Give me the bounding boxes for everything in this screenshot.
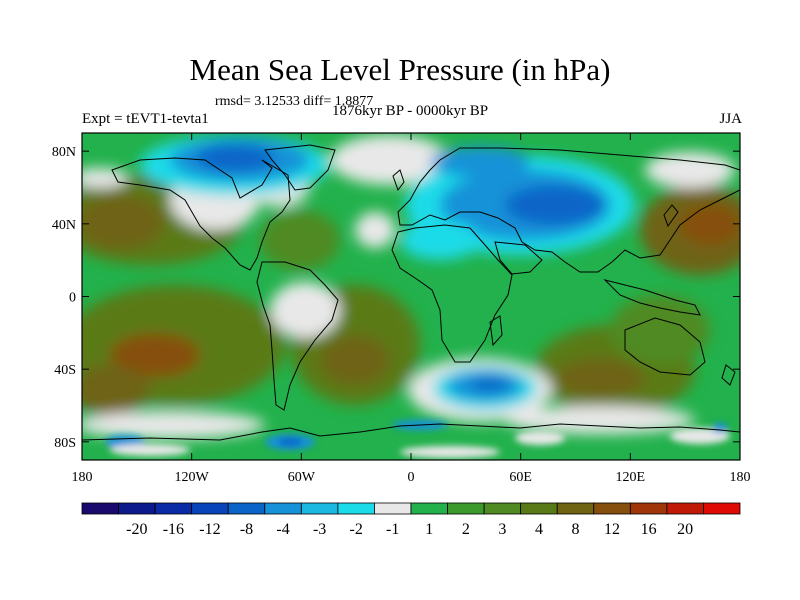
colorbar-label-7: -1 <box>386 521 399 538</box>
southern-ocean-low-core <box>470 376 510 392</box>
coastline-new-zealand <box>721 364 736 386</box>
antarctic-neutral-2 <box>505 406 695 434</box>
antarctic-neutral <box>82 411 265 439</box>
colorbar-label-13: 12 <box>604 521 620 538</box>
coastline-japan <box>663 204 679 228</box>
coastline-south-america <box>256 261 339 411</box>
colorbar-swatch-6 <box>300 502 339 515</box>
indian-ocean-high-core <box>555 358 645 398</box>
lon-tick-label-1: 120W <box>175 470 210 485</box>
north-atlantic-low-core <box>195 144 275 172</box>
colorbar-label-6: -2 <box>350 521 363 538</box>
colorbar-label-4: -4 <box>276 521 289 538</box>
colorbar-swatch-12 <box>520 502 558 515</box>
colorbar-label-5: -3 <box>313 521 326 538</box>
colorbar-swatch-1 <box>118 502 156 515</box>
coastline-maritime-continent <box>603 279 701 316</box>
period-label: 1876kyr BP - 0000kyr BP <box>331 103 489 119</box>
colorbar-label-8: 1 <box>425 521 433 538</box>
colorbar-label-15: 20 <box>677 521 693 538</box>
lon-tick-label-4: 60E <box>509 470 532 485</box>
experiment-label: Expt = tEVT1-tevta1 <box>82 111 209 127</box>
colorbar-swatch-13 <box>556 502 595 515</box>
colorbar-swatch-10 <box>447 502 485 515</box>
coastline-eurasia <box>397 147 740 273</box>
antarctic-patch-5 <box>400 446 500 458</box>
colorbar-swatch-16 <box>666 502 704 515</box>
coastlines <box>82 144 740 441</box>
coastline-arabia <box>494 241 543 275</box>
colorbar-label-10: 3 <box>498 521 506 538</box>
field-anomaly-patches <box>82 135 740 439</box>
colorbar-swatch-3 <box>191 502 229 515</box>
lat-tick-label-3: 40S <box>54 363 76 378</box>
south-atlantic-high-core <box>320 335 390 385</box>
lat-tick-label-4: 80S <box>54 436 76 451</box>
nw-pacific-high-core <box>680 205 740 245</box>
antarctic-patch-1 <box>515 431 565 445</box>
colorbar-swatch-8 <box>374 502 412 515</box>
lon-tick-label-5: 120E <box>616 470 646 485</box>
coastline-north-america <box>111 157 291 271</box>
north-pacific-high-core <box>82 194 165 250</box>
west-pacific-neutral <box>645 152 735 188</box>
west-pacific-south <box>82 365 150 415</box>
coastline-australia <box>624 317 706 376</box>
arctic-neutral <box>330 135 450 185</box>
eurasia-low-core <box>505 185 605 225</box>
colorbar-label-12: 8 <box>572 521 580 538</box>
colorbar-swatch-2 <box>154 502 193 515</box>
colorbar-swatch-17 <box>703 502 741 515</box>
lat-tick-label-1: 40N <box>52 218 76 233</box>
lat-tick-label-2: 0 <box>69 291 76 306</box>
north-pacific-neutral <box>82 168 128 188</box>
lat-tick-label-0: 80N <box>52 145 76 160</box>
colorbar-swatch-4 <box>227 502 266 515</box>
colorbar-swatch-7 <box>337 502 375 515</box>
antarctic-patch-3 <box>712 423 728 433</box>
colorbar-swatch-9 <box>410 502 448 515</box>
colorbar-label-11: 4 <box>535 521 543 538</box>
coastline-madagascar <box>489 315 503 347</box>
season-label: JJA <box>719 111 742 127</box>
east-pacific-neutral <box>355 212 395 248</box>
colorbar-label-1: -16 <box>163 521 184 538</box>
lon-tick-label-3: 0 <box>408 470 415 485</box>
axis-ticks: 180 120W 60W 0 60E 120E 180 80N 40N 0 40S 80S <box>52 133 751 485</box>
antarctic-patch-2 <box>670 428 730 444</box>
lon-tick-label-0: 180 <box>72 470 93 485</box>
colorbar: -20 -16 -12 -8 -4 -3 -2 -1 1 2 3 4 8 12 16 20 <box>81 502 741 538</box>
colorbar-swatch-5 <box>264 502 302 515</box>
colorbar-label-14: 16 <box>641 521 657 538</box>
siberia-low <box>430 147 530 177</box>
mediterranean-low <box>400 220 480 260</box>
chart-title: Mean Sea Level Pressure (in hPa) <box>189 52 611 87</box>
colorbar-swatch-11 <box>483 502 522 515</box>
colorbar-swatch-15 <box>629 502 668 515</box>
coastline-antarctica <box>82 423 740 441</box>
antarctic-patch-4 <box>110 444 190 456</box>
rmsd-diff-stats: rmsd= 3.12533 diff= 1.8877 <box>215 94 374 109</box>
antarctic-low-west-2-core <box>278 438 302 446</box>
colorbar-label-0: -20 <box>126 521 147 538</box>
lon-tick-label-2: 60W <box>288 470 316 485</box>
colorbar-label-3: -8 <box>240 521 253 538</box>
lon-tick-label-6: 180 <box>730 470 751 485</box>
pressure-field <box>82 133 740 460</box>
coastline-uk <box>392 169 405 192</box>
colorbar-swatch-0 <box>81 502 119 515</box>
coastline-greenland <box>264 144 336 191</box>
north-atlantic-high <box>260 210 340 270</box>
colorbar-label-9: 2 <box>462 521 470 538</box>
coastline-africa <box>391 224 513 363</box>
south-america-neutral <box>270 282 340 338</box>
colorbar-swatch-14 <box>593 502 631 515</box>
south-pacific-high-core <box>110 333 200 377</box>
colorbar-label-2: -12 <box>199 521 220 538</box>
